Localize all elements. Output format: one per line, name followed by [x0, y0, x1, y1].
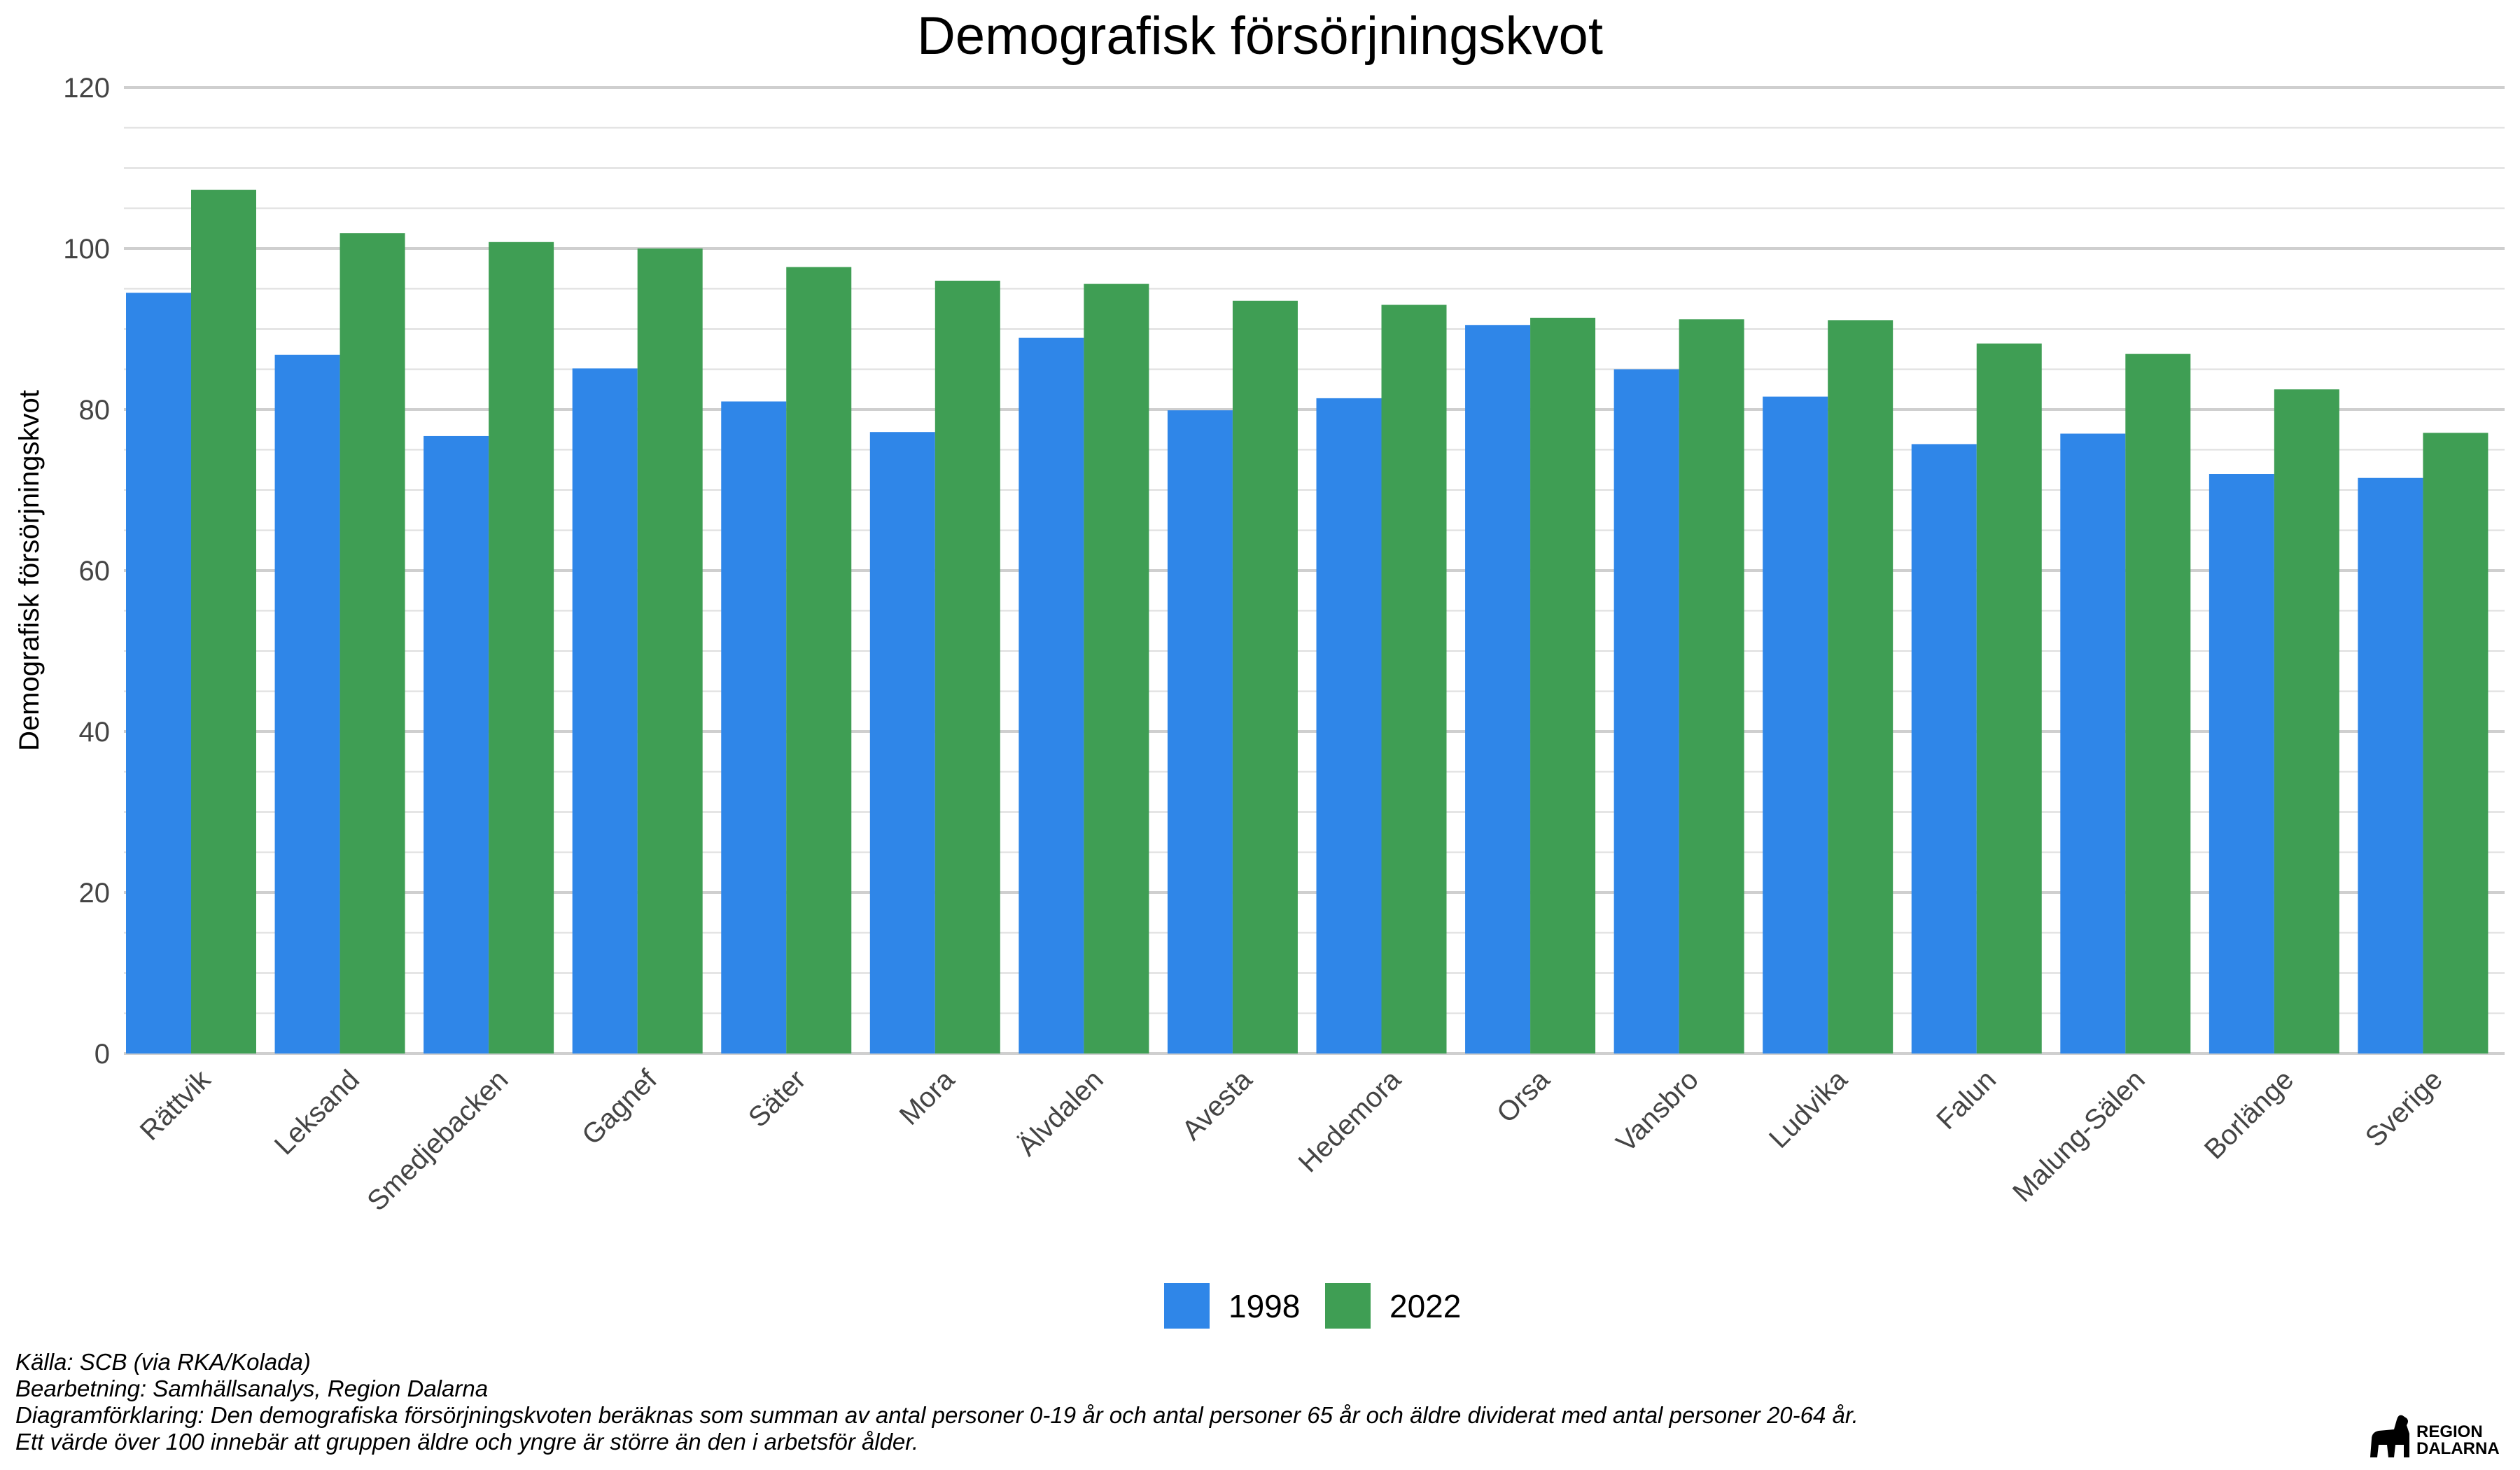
bar-2022-5 — [934, 281, 1000, 1054]
bar-2022-2 — [489, 241, 554, 1054]
bar-2022-7 — [1232, 300, 1298, 1054]
bar-1998-10 — [1614, 369, 1679, 1054]
y-tick-label: 0 — [94, 1039, 110, 1070]
y-tick-label: 80 — [79, 395, 111, 426]
bar-2022-1 — [340, 233, 405, 1054]
bar-1998-11 — [1763, 396, 1828, 1054]
bar-2022-0 — [191, 190, 256, 1054]
legend-swatch-2022 — [1325, 1283, 1371, 1329]
bar-2022-10 — [1679, 319, 1744, 1054]
bar-1998-8 — [1316, 398, 1382, 1054]
bar-1998-5 — [869, 432, 935, 1054]
dala-horse-icon — [2370, 1415, 2409, 1457]
y-axis-ticks: 0 20 40 60 80 100 120 — [63, 73, 110, 1070]
bar-1998-9 — [1465, 325, 1531, 1054]
y-tick-label: 100 — [63, 234, 110, 265]
bar-1998-0 — [126, 293, 191, 1054]
x-tick-label: Falun — [1931, 1064, 2002, 1135]
logo-line1: REGION — [2416, 1422, 2483, 1441]
bar-1998-6 — [1018, 337, 1084, 1054]
y-tick-label: 120 — [63, 73, 110, 104]
legend-swatch-1998 — [1164, 1283, 1210, 1329]
logo-line2: DALARNA — [2416, 1439, 2500, 1458]
x-tick-label: Orsa — [1491, 1064, 1556, 1129]
bar-1998-4 — [721, 401, 787, 1054]
bar-1998-14 — [2208, 474, 2274, 1054]
bar-2022-12 — [1976, 343, 2042, 1054]
caption-processing: Bearbetning: Samhällsanalys, Region Dala… — [15, 1376, 489, 1401]
y-tick-label: 20 — [79, 878, 111, 909]
x-tick-label: Gagnef — [576, 1064, 664, 1152]
x-tick-label: Sverige — [2360, 1064, 2449, 1153]
x-tick-label: Rättvik — [134, 1064, 217, 1147]
y-tick-label: 40 — [79, 717, 111, 748]
x-tick-label: Ludvika — [1763, 1064, 1854, 1154]
bar-2022-3 — [637, 248, 703, 1054]
bar-2022-9 — [1530, 317, 1596, 1054]
bar-1998-1 — [274, 354, 340, 1054]
x-tick-label: Leksand — [269, 1064, 365, 1161]
bar-2022-13 — [2125, 354, 2191, 1054]
x-tick-label: Älvdalen — [1011, 1064, 1110, 1162]
caption-source: Källa: SCB (via RKA/Kolada) — [15, 1349, 311, 1375]
x-tick-label: Avesta — [1176, 1064, 1259, 1147]
caption-interpretation: Ett värde över 100 innebär att gruppen ä… — [15, 1429, 919, 1455]
legend: 1998 2022 — [1164, 1283, 1461, 1329]
x-tick-label: Malung-Sälen — [2007, 1064, 2151, 1208]
bar-1998-12 — [1911, 444, 1977, 1054]
x-tick-label: Mora — [894, 1064, 961, 1131]
bar-2022-6 — [1084, 284, 1149, 1054]
legend-label-1998: 1998 — [1228, 1288, 1300, 1324]
bar-1998-15 — [2358, 477, 2423, 1054]
bar-1998-3 — [572, 368, 638, 1054]
bar-2022-15 — [2423, 433, 2488, 1054]
x-tick-label: Smedjebacken — [361, 1064, 514, 1217]
bar-1998-7 — [1167, 410, 1233, 1054]
x-tick-label: Hedemora — [1293, 1064, 1408, 1179]
y-axis-label: Demografisk försörjningskvot — [14, 390, 45, 751]
caption-explanation: Diagramförklaring: Den demografiska förs… — [15, 1402, 1858, 1428]
x-tick-label: Vansbro — [1611, 1064, 1704, 1158]
bar-2022-8 — [1381, 304, 1447, 1054]
bar-2022-14 — [2274, 389, 2339, 1054]
x-tick-label: Borlänge — [2199, 1064, 2300, 1165]
bar-1998-13 — [2060, 433, 2126, 1054]
legend-label-2022: 2022 — [1390, 1288, 1461, 1324]
bar-2022-4 — [786, 267, 852, 1054]
x-tick-label: Säter — [743, 1064, 812, 1133]
bars — [126, 190, 2488, 1054]
chart-title: Demografisk försörjningskvot — [917, 6, 1603, 66]
bar-1998-2 — [424, 435, 489, 1054]
bar-2022-11 — [1828, 320, 1893, 1054]
y-tick-label: 60 — [79, 556, 111, 587]
